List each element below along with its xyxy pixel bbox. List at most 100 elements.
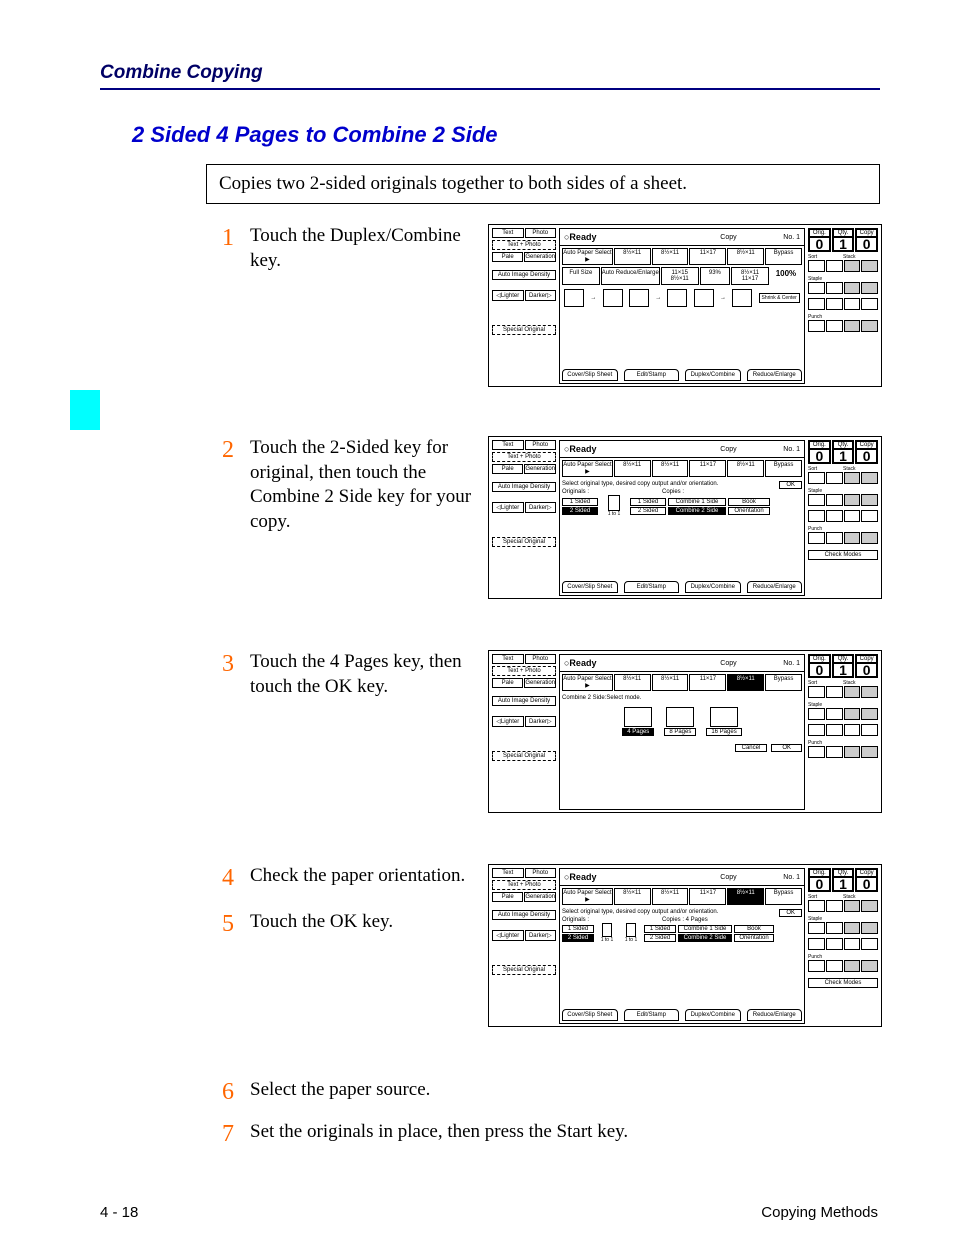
copy-sided1-btn[interactable]: 1 Sided: [630, 498, 666, 506]
auto-reduce-enlarge-btn[interactable]: Auto Reduce/Enlarge: [601, 267, 660, 285]
orig-counter: Orig.0: [808, 228, 831, 252]
chapter-name: Copying Methods: [761, 1204, 878, 1221]
sided2-btn[interactable]: 2 Sided: [562, 507, 598, 515]
staple-btn[interactable]: [826, 298, 843, 310]
step-text: Touch the Duplex/Combine key.: [250, 224, 488, 273]
intro-text: Copies two 2-sided originals together to…: [219, 173, 687, 194]
check-modes-btn[interactable]: Check Modes: [808, 978, 878, 988]
full-size-btn[interactable]: Full Size: [562, 267, 600, 285]
staple-btn[interactable]: [861, 282, 878, 294]
step-text: Select the paper source.: [250, 1078, 430, 1104]
number-label: No. 1: [783, 234, 800, 241]
duplex-tab[interactable]: Duplex/Combine: [685, 369, 741, 381]
ok-button[interactable]: OK: [771, 744, 802, 752]
photo-btn[interactable]: Photo: [525, 228, 557, 238]
step-text: Touch the OK key.: [250, 910, 393, 936]
sided1-btn[interactable]: 1 Sided: [562, 498, 598, 506]
pages-icon: [710, 707, 738, 727]
header-rule: [100, 88, 880, 90]
cover-tab[interactable]: Cover/Slip Sheet: [562, 369, 618, 381]
copy-label: Copy: [674, 234, 784, 241]
punch-btn[interactable]: [861, 320, 878, 332]
punch-btn[interactable]: [808, 320, 825, 332]
control-panel-screenshot-4: TextPhoto Text + Photo PaleGeneration Au…: [488, 864, 882, 1027]
step-number: 3: [222, 650, 250, 699]
pages-icon: [624, 707, 652, 727]
page-number: 4 - 18: [100, 1204, 138, 1221]
intro-box: Copies two 2-sided originals together to…: [206, 164, 880, 204]
special-original-btn[interactable]: Special Original: [492, 325, 556, 335]
text-btn[interactable]: Text: [492, 228, 524, 238]
ratio-preset-2[interactable]: 8½×11 11×17: [731, 267, 769, 285]
step-text: Set the originals in place, then press t…: [250, 1120, 628, 1146]
paper-tray-2[interactable]: 8½×11: [652, 248, 689, 265]
sixteen-pages-btn[interactable]: 16 Pages: [706, 728, 741, 736]
step-number: 2: [222, 436, 250, 535]
sort-btn-1[interactable]: [808, 260, 825, 272]
qty-counter: Qty.1: [832, 228, 855, 252]
copy-sided2-btn[interactable]: 2 Sided: [630, 507, 666, 515]
auto-density-btn[interactable]: Auto Image Density: [492, 270, 556, 280]
ok-button[interactable]: OK: [779, 909, 802, 917]
text-photo-btn[interactable]: Text + Photo: [492, 240, 556, 250]
page-title: 2 Sided 4 Pages to Combine 2 Side: [132, 122, 498, 148]
reduce-tab[interactable]: Reduce/Enlarge: [747, 369, 803, 381]
hundred-percent: 100%: [770, 267, 802, 285]
darker-btn[interactable]: Darker▷: [525, 290, 557, 301]
punch-btn[interactable]: [844, 320, 861, 332]
ratio-preset-1[interactable]: 11×15 8½×11: [661, 267, 699, 285]
copy-counter: Copy0: [855, 228, 878, 252]
staple-btn[interactable]: [844, 298, 861, 310]
punch-btn[interactable]: [826, 320, 843, 332]
paper-tray-3[interactable]: 11×17: [689, 248, 726, 265]
layout-icon[interactable]: [694, 289, 714, 307]
layout-icon[interactable]: [603, 289, 623, 307]
paper-tray-1[interactable]: 8½×11: [614, 248, 651, 265]
sort-btn-2[interactable]: [826, 260, 843, 272]
step-text: Touch the 4 Pages key, then touch the OK…: [250, 650, 488, 699]
generation-btn[interactable]: Generation: [524, 252, 556, 262]
bypass-tray[interactable]: Bypass: [765, 248, 802, 265]
instruction-text: Select original type, desired copy outpu…: [562, 481, 779, 488]
layout-icon[interactable]: [629, 289, 649, 307]
eight-pages-btn[interactable]: 8 Pages: [664, 728, 696, 736]
pages-icon: [666, 707, 694, 727]
lighter-btn[interactable]: ◁Lighter: [492, 290, 524, 301]
staple-btn[interactable]: [861, 298, 878, 310]
edit-tab[interactable]: Edit/Stamp: [624, 369, 680, 381]
control-panel-screenshot-1: TextPhoto Text + Photo PaleGeneration Au…: [488, 224, 882, 387]
combine2-btn[interactable]: Combine 2 Side: [668, 507, 726, 515]
section-header: Combine Copying: [100, 62, 880, 84]
step-number: 5: [222, 910, 250, 936]
mode-label: Combine 2 Side:Select mode.: [562, 695, 802, 701]
book-btn[interactable]: Book: [728, 498, 770, 506]
shrink-center-btn[interactable]: Shrink & Center: [759, 293, 800, 303]
staple-btn[interactable]: [808, 282, 825, 294]
step-number: 1: [222, 224, 250, 273]
staple-btn[interactable]: [808, 298, 825, 310]
check-modes-btn[interactable]: Check Modes: [808, 550, 878, 560]
staple-btn[interactable]: [826, 282, 843, 294]
step-number: 6: [222, 1078, 250, 1104]
layout-icon[interactable]: [667, 289, 687, 307]
layout-icon[interactable]: [564, 289, 584, 307]
auto-paper-select[interactable]: Auto Paper Select ▶: [562, 248, 613, 265]
stack-btn-1[interactable]: [844, 260, 861, 272]
stack-btn-2[interactable]: [861, 260, 878, 272]
orientation-icon: [608, 495, 620, 511]
step-number: 4: [222, 864, 250, 890]
control-panel-screenshot-3: TextPhoto Text + Photo PaleGeneration Au…: [488, 650, 882, 813]
side-tab: [70, 390, 100, 430]
staple-btn[interactable]: [844, 282, 861, 294]
ratio-percent: 93%: [700, 267, 731, 285]
combine1-btn[interactable]: Combine 1 Side: [668, 498, 726, 506]
pale-btn[interactable]: Pale: [492, 252, 523, 262]
cancel-button[interactable]: Cancel: [735, 744, 768, 752]
layout-icon[interactable]: [732, 289, 752, 307]
ready-label: ○Ready: [564, 232, 674, 242]
control-panel-screenshot-2: TextPhoto Text + Photo PaleGeneration Au…: [488, 436, 882, 599]
ok-button[interactable]: OK: [779, 481, 802, 489]
paper-tray-4[interactable]: 8½×11: [727, 248, 764, 265]
orientation-btn[interactable]: Orientation: [728, 507, 770, 515]
four-pages-btn[interactable]: 4 Pages: [622, 728, 654, 736]
